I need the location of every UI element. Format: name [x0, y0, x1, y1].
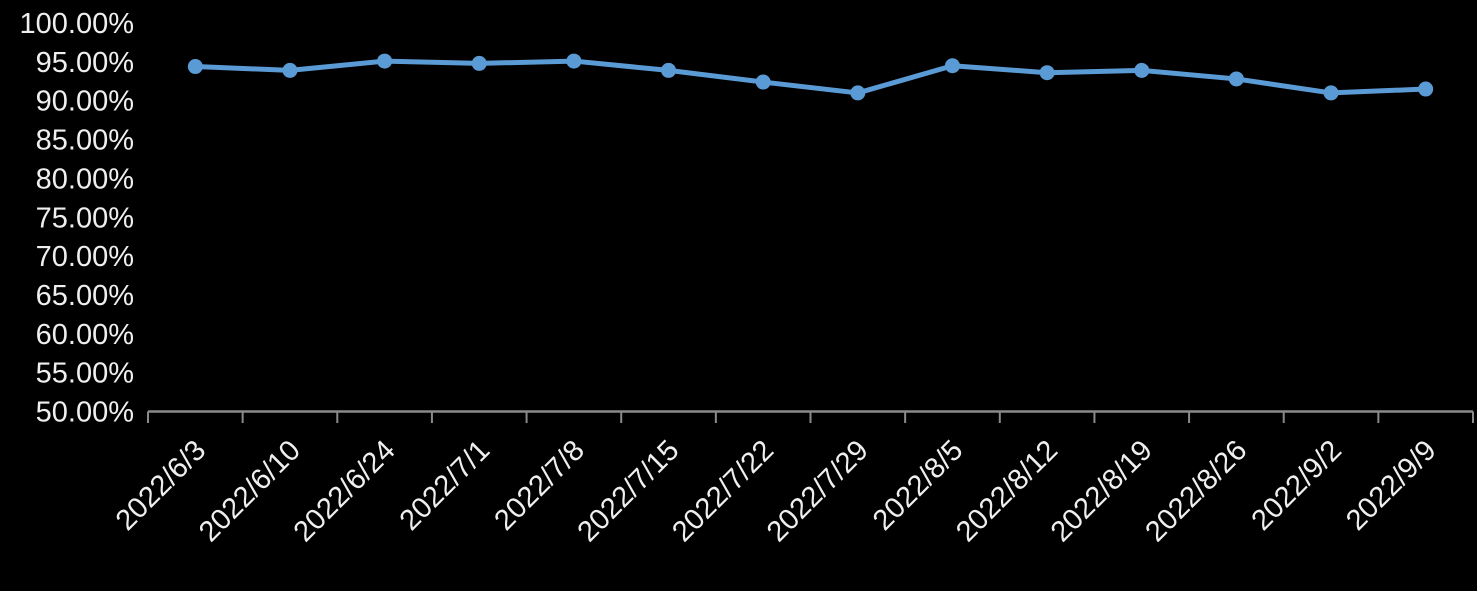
y-axis-tick-label: 80.00%: [36, 163, 134, 195]
y-axis-tick-label: 75.00%: [36, 202, 134, 234]
y-axis-tick-label: 90.00%: [36, 86, 134, 118]
data-point-marker: [1134, 62, 1150, 78]
data-point-marker: [471, 55, 487, 71]
data-point-marker: [377, 53, 393, 69]
x-axis-tick-label: 2022/7/29: [761, 434, 875, 548]
x-axis-tick-label: 2022/9/2: [1246, 434, 1348, 536]
x-axis-tick-label: 2022/6/10: [193, 434, 307, 548]
data-point-marker: [661, 62, 677, 78]
data-point-marker: [755, 74, 771, 90]
y-axis-tick-label: 50.00%: [36, 397, 134, 429]
x-axis-tick-label: 2022/9/9: [1340, 434, 1442, 536]
data-point-marker: [1228, 71, 1244, 87]
data-point-marker: [944, 58, 960, 74]
data-point-marker: [566, 53, 582, 69]
x-axis-tick-label: 2022/6/24: [288, 434, 402, 548]
x-axis-tick-label: 2022/7/15: [572, 434, 686, 548]
series-line: [192, 58, 1429, 96]
y-axis-tick-label: 100.00%: [20, 8, 135, 40]
x-axis-tick-label: 2022/7/22: [666, 434, 780, 548]
x-axis-tick-label: 2022/8/12: [950, 434, 1064, 548]
data-series: [187, 53, 1434, 101]
y-axis-tick-label: 55.00%: [36, 358, 134, 390]
data-point-marker: [850, 85, 866, 101]
data-point-marker: [1418, 81, 1434, 97]
y-axis-tick-label: 65.00%: [36, 280, 134, 312]
y-axis: 100.00% 95.00% 90.00% 85.00% 80.00% 75.00% 70.…: [20, 8, 135, 429]
y-axis-tick-label: 95.00%: [36, 47, 134, 79]
y-axis-tick-label: 60.00%: [36, 319, 134, 351]
x-axis: 2022/6/32022/6/102022/6/242022/7/12022/7…: [110, 410, 1474, 548]
data-point-marker: [1039, 65, 1055, 81]
data-point-marker: [1323, 85, 1339, 101]
x-axis-tick-label: 2022/8/19: [1045, 434, 1159, 548]
data-point-marker: [187, 59, 203, 75]
data-point-marker: [282, 62, 298, 78]
y-axis-tick-label: 70.00%: [36, 241, 134, 273]
x-axis-tick-label: 2022/8/26: [1139, 434, 1253, 548]
y-axis-tick-label: 85.00%: [36, 125, 134, 157]
x-axis-tick-label: 2022/7/1: [394, 434, 496, 536]
